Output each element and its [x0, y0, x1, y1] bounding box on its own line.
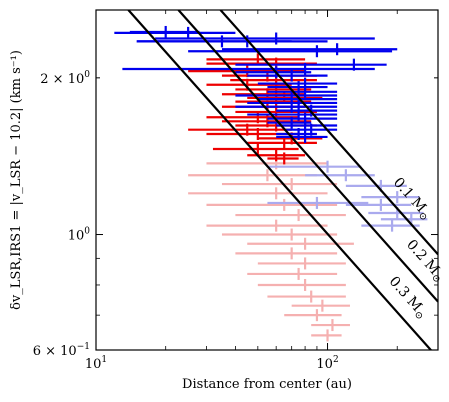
data-point: [235, 209, 346, 222]
plot-frame: [95, 9, 439, 351]
data-point: [188, 169, 317, 182]
data-point: [247, 69, 328, 82]
data-point: [345, 198, 412, 211]
y-tick-label: 2 × 100: [40, 70, 90, 87]
data-point: [247, 237, 354, 250]
data-point: [221, 178, 338, 191]
data-point: [361, 191, 420, 204]
x-axis-label: Distance from center (au): [182, 377, 352, 392]
data-point: [235, 105, 317, 118]
data-point: [188, 45, 393, 58]
series-light_red: [188, 157, 354, 342]
data-point: [235, 247, 338, 260]
data-point: [311, 319, 350, 332]
series-blue: [114, 25, 398, 143]
series-light_blue: [267, 160, 428, 232]
data-point: [257, 257, 346, 270]
mass-curve-label: 0.2 M⊙: [402, 237, 448, 286]
y-tick-label: 100: [68, 227, 91, 244]
data-point: [267, 152, 299, 165]
mass-curve-label: 0.3 M⊙: [384, 274, 430, 323]
mass-curve: [127, 10, 433, 350]
y-tick-label: 6 × 10−1: [33, 342, 90, 359]
data-point: [276, 130, 328, 143]
data-point: [221, 228, 338, 241]
data-point: [221, 43, 398, 56]
x-tick-label: 101: [85, 355, 107, 372]
ticks-layer: 101 102 6 × 10−1 100 2 × 100: [33, 10, 439, 372]
data-point: [206, 198, 338, 211]
data-point: [257, 278, 346, 291]
data-point: [267, 290, 346, 303]
y-axis-label: δv_LSR,IRS1 = |v_LSR − 10.2| (km s⁻¹): [9, 50, 24, 310]
mass-curves-layer: [127, 10, 438, 350]
data-point: [291, 299, 350, 312]
data-point: [284, 309, 342, 322]
data-point: [114, 26, 236, 39]
data-point: [212, 142, 299, 155]
data-point: [206, 219, 328, 232]
x-tick-label: 102: [316, 355, 338, 372]
data-point: [311, 329, 342, 342]
data-point: [267, 116, 312, 129]
mass-curve: [219, 10, 438, 256]
data-point: [188, 187, 328, 200]
data-point: [155, 32, 375, 45]
data-point: [247, 267, 338, 280]
mass-curve: [177, 10, 438, 303]
data-point: [305, 169, 375, 182]
data-point: [267, 160, 362, 173]
